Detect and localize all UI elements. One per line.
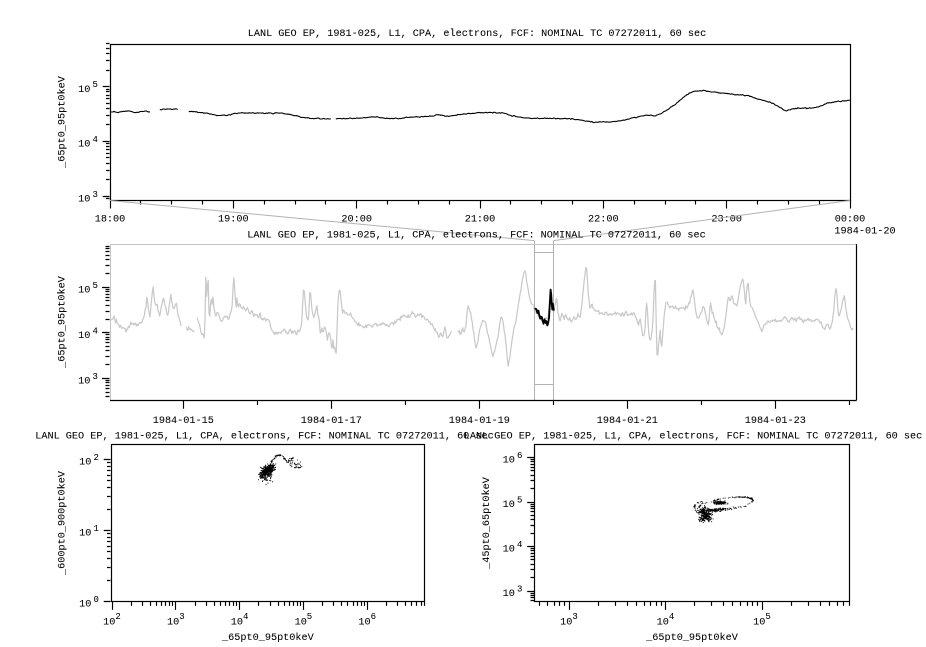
svg-text:10: 10 bbox=[231, 618, 243, 629]
svg-text:20:00: 20:00 bbox=[341, 215, 372, 226]
svg-text:_45pt0_65pt0keV: _45pt0_65pt0keV bbox=[481, 476, 493, 570]
svg-text:10: 10 bbox=[657, 618, 669, 629]
svg-text:_65pt0_95pt0keV: _65pt0_95pt0keV bbox=[57, 75, 69, 169]
svg-text:10: 10 bbox=[753, 618, 765, 629]
svg-text:1984-01-15: 1984-01-15 bbox=[153, 416, 214, 427]
svg-text:3: 3 bbox=[572, 612, 577, 622]
svg-text:3: 3 bbox=[93, 190, 98, 200]
svg-text:4: 4 bbox=[669, 612, 674, 622]
svg-text:10: 10 bbox=[167, 618, 179, 629]
svg-text:4: 4 bbox=[93, 326, 98, 336]
svg-text:10: 10 bbox=[78, 194, 90, 205]
svg-text:LANL GEO EP, 1981-025, L1, CPA: LANL GEO EP, 1981-025, L1, CPA, electron… bbox=[35, 431, 494, 443]
svg-text:22:00: 22:00 bbox=[588, 215, 619, 226]
svg-text:1984-01-20: 1984-01-20 bbox=[834, 227, 895, 238]
svg-text:_600pt0_900pt0keV: _600pt0_900pt0keV bbox=[57, 470, 69, 576]
svg-text:0: 0 bbox=[94, 595, 99, 605]
svg-text:10: 10 bbox=[78, 85, 90, 96]
svg-text:10: 10 bbox=[503, 456, 515, 467]
svg-text:10: 10 bbox=[78, 377, 90, 388]
svg-text:10: 10 bbox=[78, 285, 90, 296]
svg-text:1984-01-23: 1984-01-23 bbox=[745, 416, 806, 427]
svg-text:6: 6 bbox=[371, 612, 376, 622]
svg-text:10: 10 bbox=[79, 458, 91, 469]
svg-text:19:00: 19:00 bbox=[218, 215, 249, 226]
svg-text:LANL GEO EP, 1981-025, L1, CPA: LANL GEO EP, 1981-025, L1, CPA, electron… bbox=[247, 230, 706, 242]
svg-text:1984-01-19: 1984-01-19 bbox=[449, 416, 510, 427]
svg-text:3: 3 bbox=[93, 372, 98, 382]
svg-text:10: 10 bbox=[560, 618, 572, 629]
svg-text:3: 3 bbox=[179, 612, 184, 622]
svg-text:_65pt0_95pt0keV: _65pt0_95pt0keV bbox=[57, 275, 69, 369]
svg-text:18:00: 18:00 bbox=[95, 215, 126, 226]
svg-text:23:00: 23:00 bbox=[711, 215, 742, 226]
svg-text:10: 10 bbox=[503, 500, 515, 511]
svg-text:1984-01-17: 1984-01-17 bbox=[301, 416, 362, 427]
svg-text:LANL GEO EP, 1981-025, L1, CPA: LANL GEO EP, 1981-025, L1, CPA, electron… bbox=[464, 431, 923, 443]
svg-text:10: 10 bbox=[503, 589, 515, 600]
svg-text:1: 1 bbox=[94, 524, 99, 534]
svg-text:5: 5 bbox=[93, 80, 98, 90]
svg-text:10: 10 bbox=[78, 140, 90, 151]
svg-text:10: 10 bbox=[103, 618, 115, 629]
svg-text:LANL GEO EP, 1981-025, L1, CPA: LANL GEO EP, 1981-025, L1, CPA, electron… bbox=[248, 28, 707, 40]
svg-text:2: 2 bbox=[115, 612, 120, 622]
svg-text:10: 10 bbox=[79, 529, 91, 540]
svg-text:10: 10 bbox=[79, 600, 91, 611]
svg-text:00:00: 00:00 bbox=[835, 215, 866, 226]
svg-text:21:00: 21:00 bbox=[465, 215, 496, 226]
svg-text:5: 5 bbox=[517, 496, 522, 506]
svg-text:5: 5 bbox=[307, 612, 312, 622]
svg-text:6: 6 bbox=[517, 451, 522, 461]
svg-text:3: 3 bbox=[517, 585, 522, 595]
svg-text:5: 5 bbox=[765, 612, 770, 622]
svg-text:10: 10 bbox=[503, 545, 515, 556]
svg-text:1984-01-21: 1984-01-21 bbox=[597, 416, 658, 427]
svg-text:5: 5 bbox=[93, 281, 98, 291]
svg-text:2: 2 bbox=[94, 453, 99, 463]
svg-text:4: 4 bbox=[93, 135, 98, 145]
svg-text:10: 10 bbox=[358, 618, 370, 629]
svg-text:4: 4 bbox=[243, 612, 248, 622]
svg-text:10: 10 bbox=[78, 331, 90, 342]
svg-text:_65pt0_95pt0keV: _65pt0_95pt0keV bbox=[645, 632, 739, 644]
svg-text:4: 4 bbox=[517, 540, 522, 550]
svg-text:_65pt0_95pt0keV: _65pt0_95pt0keV bbox=[221, 632, 315, 644]
svg-text:10: 10 bbox=[295, 618, 307, 629]
